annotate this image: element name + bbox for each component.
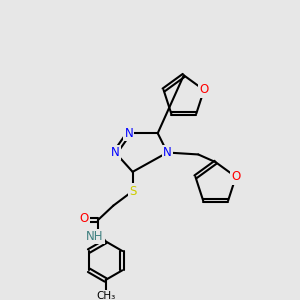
Text: NH: NH <box>86 230 104 243</box>
Text: N: N <box>124 127 133 140</box>
Text: O: O <box>80 212 89 225</box>
Text: O: O <box>231 170 241 183</box>
Text: CH₃: CH₃ <box>96 291 115 300</box>
Text: N: N <box>163 146 172 159</box>
Text: N: N <box>111 146 120 159</box>
Text: S: S <box>129 184 136 198</box>
Text: O: O <box>200 83 208 97</box>
